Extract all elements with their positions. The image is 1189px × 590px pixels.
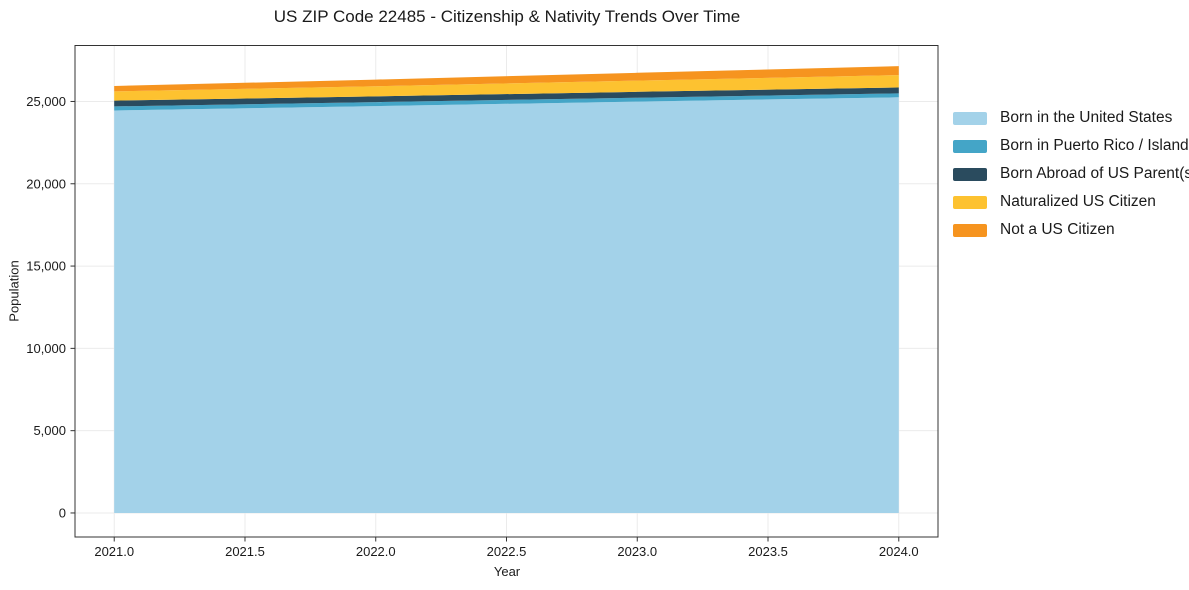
x-tick-label: 2022.5	[487, 544, 527, 559]
area-series-4	[114, 66, 899, 92]
legend-label: Not a US Citizen	[1000, 221, 1115, 238]
y-tick-label: 15,000	[26, 259, 66, 274]
y-axis-label: Population	[6, 260, 22, 322]
y-tick-label: 5,000	[33, 423, 66, 438]
legend-swatch	[953, 195, 987, 209]
legend-item: Naturalized US Citizen	[953, 193, 1189, 211]
x-tick-label: 2021.5	[225, 544, 265, 559]
legend-label: Born in the United States	[1000, 109, 1173, 126]
x-tick-label: 2023.5	[748, 544, 788, 559]
legend-item: Born in Puerto Rico / Islands	[953, 137, 1189, 155]
x-axis-label: Year	[493, 564, 521, 579]
legend-swatch	[953, 223, 987, 237]
x-tick-label: 2022.0	[356, 544, 396, 559]
y-tick-label: 10,000	[26, 341, 66, 356]
chart-legend: Born in the United States Born in Puerto …	[953, 109, 1189, 239]
y-tick-label: 0	[59, 505, 66, 520]
legend-item: Born in the United States	[953, 109, 1189, 127]
legend-item: Born Abroad of US Parent(s)	[953, 165, 1189, 183]
x-tick-label: 2024.0	[879, 544, 919, 559]
area-series-3	[114, 75, 899, 101]
x-tick-label: 2021.0	[94, 544, 134, 559]
chart-title: US ZIP Code 22485 - Citizenship & Nativi…	[273, 7, 741, 26]
x-tick-label: 2023.0	[617, 544, 657, 559]
legend-swatch	[953, 139, 987, 153]
legend-label: Born in Puerto Rico / Islands	[1000, 137, 1189, 154]
legend-swatch	[953, 167, 987, 181]
legend-label: Born Abroad of US Parent(s)	[1000, 165, 1189, 182]
legend-item: Not a US Citizen	[953, 221, 1189, 239]
y-tick-label: 20,000	[26, 176, 66, 191]
y-tick-label: 25,000	[26, 94, 66, 109]
area-series-2	[114, 87, 899, 107]
area-series-1	[114, 93, 899, 111]
area-series-0	[114, 97, 899, 514]
legend-swatch	[953, 111, 987, 125]
legend-label: Naturalized US Citizen	[1000, 193, 1156, 210]
